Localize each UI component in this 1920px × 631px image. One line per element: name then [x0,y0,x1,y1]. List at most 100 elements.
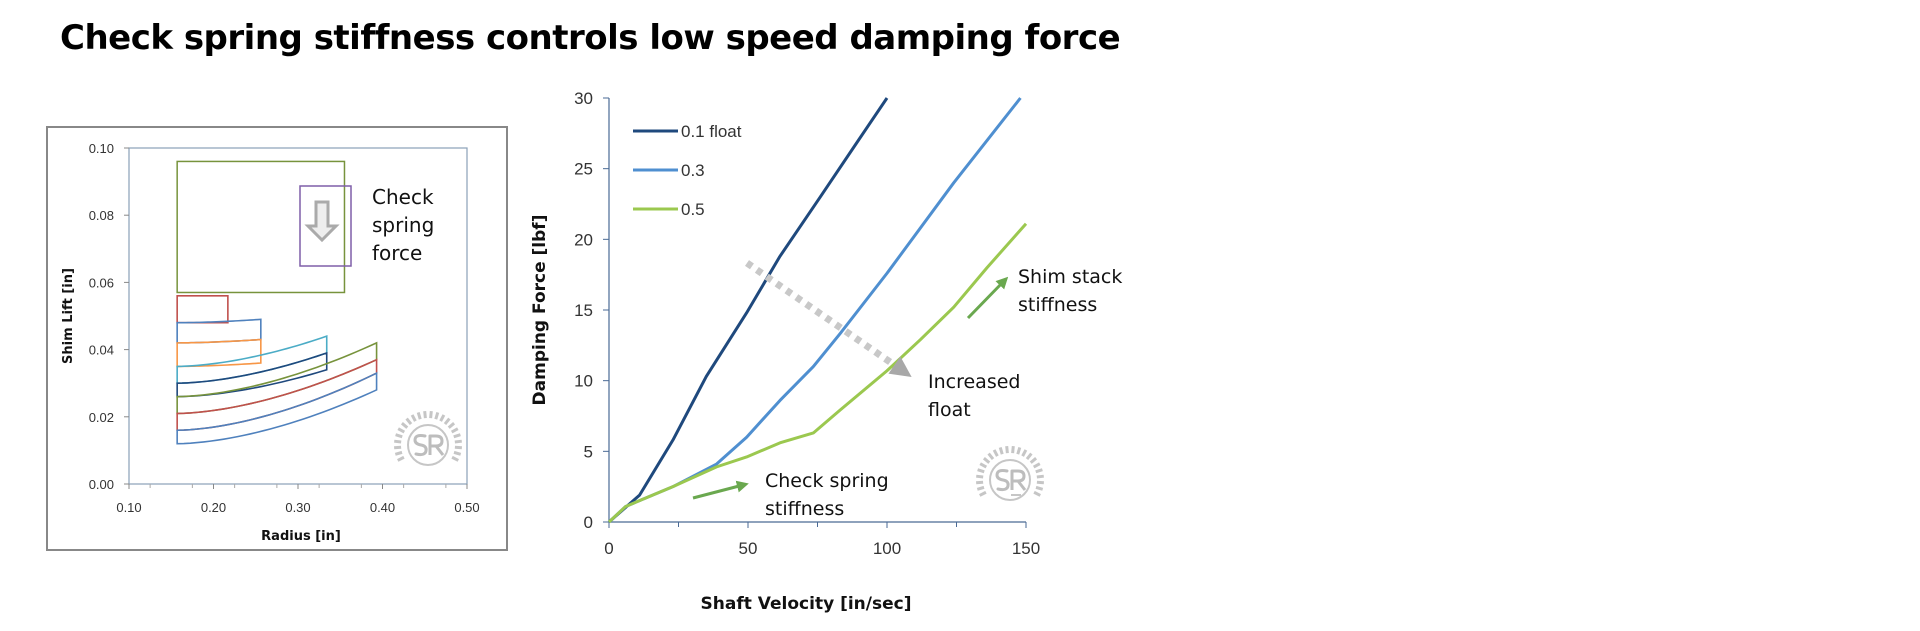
legend-label: 0.3 [681,161,705,180]
x-tick-label: 0.50 [454,500,479,515]
watermark-ring-mark [395,433,403,439]
y-tick-label: 0.00 [89,477,114,492]
y-tick-label: 0.08 [89,208,114,223]
chart-frame [46,126,508,551]
legend-label: 0.1 float [681,122,742,141]
watermark-ring-mark [450,427,459,434]
y-tick-label: 0.10 [89,141,114,156]
increased-float-label: Increased [928,371,1020,393]
y-tick-label: 10 [574,372,593,391]
watermark-ring-mark [400,422,409,429]
watermark-ring-mark [416,412,422,420]
y-tick-label: 0 [584,513,593,532]
watermark-ring-mark [447,422,456,429]
y-tick-label: 25 [574,160,593,179]
x-tick-label: 50 [739,539,758,558]
shim-5 [176,351,328,398]
watermark-ring-mark [1033,490,1041,497]
watermark-logo-s [413,434,428,457]
watermark-ring-mark [405,417,413,425]
y-tick-label: 30 [574,89,593,108]
check-spring-arrow [692,480,749,500]
watermark-ring-mark [1035,468,1043,474]
annotation-box [299,185,352,267]
watermark-ring-mark [394,450,403,456]
watermark-ring-mark [454,439,462,444]
watermark-ring-mark [979,462,988,469]
watermark-ring-mark [976,485,985,491]
y-axis-title: Shim Lift [in] [61,268,76,364]
watermark-ring-mark [397,427,406,434]
y-tick-label: 0.02 [89,410,114,425]
series-line-0-5 [607,222,1028,524]
shim-stack-stiffness-label: stiffness [1018,294,1097,316]
x-tick-label: 150 [1012,539,1040,558]
watermark-ring-mark [987,452,995,460]
watermark-ring-mark [976,474,984,479]
y-tick-label: 15 [574,301,593,320]
increased-float-arrow [745,260,912,377]
series-line-0-1-float [608,97,889,524]
check-spring-force-label: force [372,241,422,265]
y-tick-label: 0.06 [89,275,114,290]
increased-float-label: float [928,399,971,421]
check-spring-force-label: spring [372,213,434,237]
series-line-0-3 [607,97,1022,524]
check-spring-stiffness-label: stiffness [765,498,844,520]
right-watermark [975,446,1045,501]
watermark-ring-mark [410,414,417,422]
watermark-logo-s [995,469,1010,492]
watermark-ring-mark [1035,485,1044,491]
x-tick-label: 0.10 [116,500,141,515]
check-spring-force-label: Check [372,185,434,209]
page-title: Check spring stiffness controls low spee… [60,18,1121,58]
shim-stack-arrow [966,276,1009,320]
x-tick-label: 0.20 [201,500,226,515]
shim-3 [176,338,262,368]
watermark-ring-mark [439,414,446,422]
watermark-ring-mark [1016,447,1022,455]
y-tick-label: 0.04 [89,343,114,358]
watermark-logo-r [1010,469,1027,491]
down-arrow-icon [304,200,340,243]
x-tick-label: 0.30 [285,500,310,515]
watermark-ring-mark [423,411,427,419]
watermark-ring-mark [1036,480,1045,485]
watermark-ring-mark [977,468,985,474]
x-tick-label: 0.40 [370,500,395,515]
x-axis-title: Shaft Velocity [in/sec] [701,594,912,614]
legend-label: 0.5 [681,200,705,219]
watermark-ring-mark [1025,452,1033,460]
watermark-ring-mark [397,455,405,462]
watermark-ring-mark [1029,457,1038,464]
watermark-logo-r [428,434,445,456]
watermark-ring-mark [1021,449,1028,457]
watermark-ring-mark [453,450,462,456]
x-axis-title: Radius [in] [261,529,341,544]
y-axis-title: Damping Force [lbf] [530,215,550,406]
x-tick-label: 0 [604,539,613,558]
watermark-ring-mark [982,457,991,464]
check-spring-box [176,160,346,294]
watermark-ring-mark [1011,446,1015,454]
watermark-ring-mark [454,445,463,450]
watermark-ring-mark [443,417,451,425]
watermark-ring-mark [434,412,440,420]
shim-8 [176,371,378,445]
y-tick-label: 5 [584,442,593,461]
shim-stack-stiffness-label: Shim stack [1018,266,1122,288]
watermark-ring-mark [1032,462,1041,469]
watermark-ring-mark [992,449,999,457]
x-tick-label: 100 [873,539,901,558]
watermark-ring-mark [1005,446,1009,454]
watermark-ring-mark [453,433,461,439]
watermark-ring-mark [393,445,402,450]
watermark-ring-mark [451,455,459,462]
left-watermark [393,411,463,466]
watermark-ring-mark [394,439,402,444]
watermark-ring-mark [1036,474,1044,479]
watermark-ring-mark [429,411,433,419]
check-spring-stiffness-label: Check spring [765,470,889,492]
y-tick-label: 20 [574,230,593,249]
